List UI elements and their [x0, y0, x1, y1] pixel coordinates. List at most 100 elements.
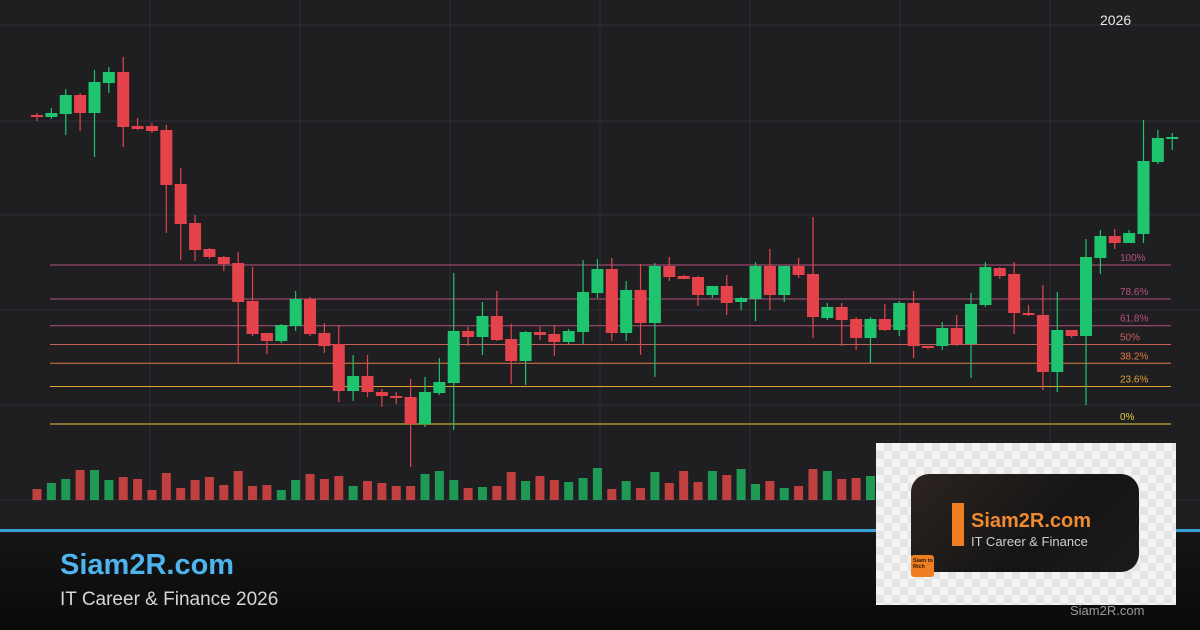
- candle-body: [1151, 138, 1164, 162]
- candle: [821, 303, 834, 320]
- candle-body: [160, 130, 173, 185]
- candle-body: [620, 290, 633, 333]
- candle-body: [893, 303, 906, 330]
- candle: [548, 325, 561, 356]
- candle-body: [361, 376, 374, 392]
- candle: [332, 325, 345, 402]
- volume-bar: [521, 481, 531, 500]
- candle-body: [605, 269, 618, 333]
- candle: [232, 252, 245, 363]
- candle: [289, 291, 302, 331]
- volume-bar: [291, 480, 301, 500]
- candle: [763, 249, 776, 310]
- candle: [850, 317, 863, 350]
- volume-bar: [607, 489, 617, 500]
- candle: [993, 267, 1006, 279]
- candle-body: [677, 276, 690, 279]
- candle: [1108, 229, 1121, 249]
- volume-bar: [420, 474, 430, 500]
- volume-bar: [592, 468, 602, 500]
- candle-body: [145, 126, 158, 131]
- candle: [347, 355, 360, 401]
- candle: [390, 392, 403, 404]
- fib-label: 38.2%: [1120, 351, 1148, 362]
- candle: [792, 258, 805, 278]
- candle: [1022, 305, 1035, 316]
- volume-bar: [434, 471, 444, 500]
- candle: [462, 327, 475, 346]
- volume-bar: [104, 480, 114, 500]
- volume-bar: [808, 469, 818, 500]
- candle: [1008, 262, 1021, 334]
- volume-bar: [549, 480, 559, 500]
- candle: [663, 257, 676, 281]
- volume-bar: [204, 477, 214, 500]
- volume-bar: [276, 490, 286, 500]
- candle-body: [692, 277, 705, 295]
- candle-body: [203, 249, 216, 257]
- candle-body: [634, 290, 647, 323]
- candle-body: [260, 333, 273, 341]
- volume-bars: [32, 468, 875, 500]
- candle-body: [490, 316, 503, 340]
- candle: [174, 168, 187, 260]
- candle: [921, 346, 934, 349]
- candle-body: [433, 382, 446, 393]
- candle: [706, 286, 719, 298]
- brand-tagline: IT Career & Finance 2026: [60, 589, 279, 610]
- accent-divider: [0, 529, 1200, 532]
- candle-body: [663, 266, 676, 277]
- candle-body: [806, 274, 819, 317]
- candle-body: [505, 339, 518, 361]
- logo-card: Siam2R.com IT Career & Finance: [911, 474, 1139, 572]
- fib-label: 0%: [1120, 412, 1135, 423]
- volume-bar: [578, 478, 588, 500]
- volume-bar: [851, 478, 861, 500]
- candle: [735, 297, 748, 310]
- candle: [907, 291, 920, 358]
- grid: [0, 0, 1200, 501]
- candle-body: [1036, 315, 1049, 372]
- candle-body: [59, 95, 72, 114]
- candle: [1151, 130, 1164, 164]
- candle: [246, 267, 259, 336]
- candle-body: [907, 303, 920, 346]
- logo-badge: Siam to Rich: [911, 555, 934, 577]
- candle: [936, 322, 949, 350]
- volume-bar: [794, 486, 804, 500]
- volume-bar: [334, 476, 344, 500]
- candle: [1065, 330, 1078, 338]
- candle: [965, 293, 978, 378]
- volume-bar: [736, 469, 746, 500]
- volume-bar: [664, 483, 674, 500]
- candle: [1123, 230, 1136, 243]
- candle-body: [1065, 330, 1078, 336]
- candle: [577, 260, 590, 344]
- volume-bar: [463, 488, 473, 500]
- logo-mark-icon: [952, 503, 964, 546]
- candle-body: [45, 113, 58, 117]
- candle: [634, 264, 647, 355]
- candle: [476, 302, 489, 355]
- volume-bar: [751, 484, 760, 500]
- fib-label: 50%: [1120, 333, 1140, 344]
- candle-body: [117, 72, 130, 127]
- candlestick-chart: 100% 78.6% 61.8% 50% 38.2% 23.6% 0%: [0, 0, 1200, 501]
- candle: [131, 118, 144, 130]
- candle-body: [921, 346, 934, 348]
- volume-bar: [176, 488, 186, 500]
- candle-body: [462, 331, 475, 337]
- candle: [45, 108, 58, 119]
- candle-body: [749, 266, 762, 299]
- candle-body: [131, 126, 144, 129]
- volume-bar: [477, 487, 487, 500]
- candle-body: [1094, 236, 1107, 258]
- candle: [677, 275, 690, 279]
- candle-body: [217, 257, 230, 264]
- candle-body: [1022, 313, 1035, 315]
- volume-bar: [865, 476, 875, 500]
- volume-bar: [707, 471, 717, 500]
- volume-bar: [61, 479, 71, 500]
- candle: [447, 273, 460, 430]
- candle: [318, 323, 331, 353]
